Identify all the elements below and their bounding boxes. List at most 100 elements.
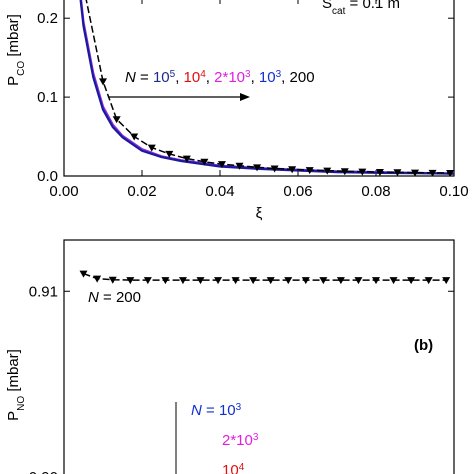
- text-part: =: [99, 289, 116, 306]
- text-part: 3: [245, 69, 251, 80]
- annotation: N = 105, 104, 2*103, 103, 200: [125, 69, 315, 87]
- text-part: 5: [170, 69, 176, 80]
- text-part: ,: [281, 69, 289, 86]
- text-part: 10: [184, 69, 201, 86]
- marker: [288, 166, 297, 174]
- x-tick-label: 0.08: [361, 183, 390, 200]
- text-part: NO: [16, 396, 27, 411]
- y-axis-label: PCO [mbar]: [5, 14, 27, 86]
- plot-frame: [63, 239, 455, 474]
- text-part: 200: [116, 289, 141, 306]
- marker: [108, 276, 117, 284]
- arrow-head: [240, 93, 250, 101]
- text-part: N: [125, 69, 136, 86]
- note: N = 200: [88, 289, 141, 306]
- panel-label: (b): [414, 337, 433, 354]
- text-part: 3: [253, 432, 259, 443]
- text-part: 3: [236, 402, 242, 413]
- marker: [249, 277, 258, 285]
- plot-frame: [63, 0, 455, 177]
- marker: [231, 277, 240, 285]
- marker: [358, 168, 367, 176]
- condition: Scat = 0.1 m: [322, 0, 400, 17]
- x-tick-label: 0.02: [127, 183, 156, 200]
- marker: [428, 169, 437, 176]
- text-part: [mbar]: [5, 349, 22, 396]
- marker: [372, 277, 380, 285]
- text-part: P: [5, 411, 22, 421]
- marker: [130, 133, 139, 141]
- text-part: = 0.1 m: [345, 0, 400, 12]
- y-tick-label: 0.0: [37, 168, 58, 185]
- series-line: [83, 272, 447, 281]
- text-part: 2*10: [214, 69, 245, 86]
- series-line: [85, 0, 451, 174]
- marker: [305, 167, 314, 175]
- marker: [79, 270, 88, 278]
- marker: [284, 277, 293, 285]
- marker: [126, 277, 135, 285]
- marker: [200, 158, 209, 166]
- text-part: S: [322, 0, 332, 12]
- marker: [161, 277, 170, 285]
- text-part: ,: [251, 69, 259, 86]
- text-part: cat: [332, 6, 346, 17]
- text-part: CO: [16, 61, 27, 76]
- marker: [323, 167, 332, 175]
- x-axis-label: ξ: [256, 205, 263, 222]
- marker: [336, 277, 345, 285]
- marker: [393, 169, 402, 176]
- marker: [235, 162, 244, 170]
- marker: [147, 144, 156, 152]
- legend-entry: 104: [222, 462, 245, 474]
- text-part: =: [136, 69, 153, 86]
- series-line: [79, 0, 454, 175]
- text-part: 200: [290, 69, 315, 86]
- marker: [196, 277, 205, 285]
- x-tick-label: 0.00: [49, 183, 78, 200]
- marker: [319, 277, 328, 285]
- marker: [354, 277, 363, 285]
- legend-entry: N = 103: [191, 402, 242, 420]
- x-tick-label: 0.04: [205, 183, 234, 200]
- marker: [253, 164, 262, 172]
- text-part: N: [191, 402, 202, 419]
- marker: [270, 165, 279, 173]
- marker: [165, 150, 174, 158]
- text-part: 4: [200, 69, 206, 80]
- text-part: ,: [175, 69, 183, 86]
- text-part: 2*10: [222, 432, 253, 449]
- text-part: 4: [239, 462, 245, 473]
- marker: [143, 277, 152, 285]
- x-tick-label: 0.10: [439, 183, 468, 200]
- marker: [389, 277, 398, 285]
- marker: [93, 275, 102, 283]
- marker: [217, 161, 226, 169]
- y-axis-label: PNO [mbar]: [5, 349, 27, 421]
- marker: [182, 155, 191, 163]
- y-tick-label: 0.1: [37, 89, 58, 106]
- y-tick-label: 0.2: [37, 10, 58, 27]
- marker: [301, 277, 310, 285]
- plot-area: [79, 0, 454, 176]
- text-part: 10: [219, 402, 236, 419]
- text-part: [mbar]: [5, 14, 22, 61]
- plot-area: [79, 270, 451, 285]
- x-tick-label: 0.06: [283, 183, 312, 200]
- marker: [442, 277, 451, 285]
- text-part: =: [202, 402, 219, 419]
- text-part: 10: [153, 69, 170, 86]
- marker: [266, 277, 275, 285]
- legend-entry: 2*103: [222, 432, 259, 450]
- marker: [446, 170, 454, 176]
- text-part: N: [88, 289, 99, 306]
- marker: [411, 169, 419, 176]
- y-tick-label: 0.90: [29, 469, 58, 474]
- marker: [407, 277, 416, 285]
- marker: [112, 116, 121, 124]
- marker: [340, 168, 349, 176]
- marker: [375, 169, 384, 176]
- text-part: 10: [259, 69, 276, 86]
- text-part: P: [5, 76, 22, 86]
